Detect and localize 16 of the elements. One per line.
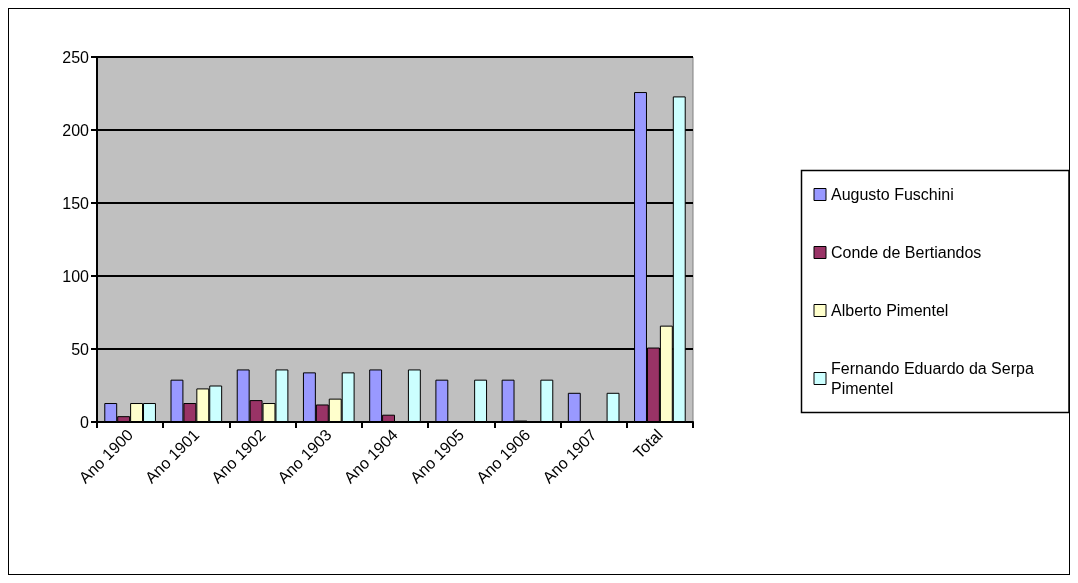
y-tick-label: 100 — [62, 267, 90, 285]
bar — [407, 369, 421, 422]
bar — [567, 392, 581, 422]
legend-label: Fernando Eduardo da Serpa Pimentel — [831, 360, 1039, 397]
bar — [435, 379, 449, 422]
legend-label: Augusto Fuschini — [831, 186, 954, 203]
bar — [606, 392, 620, 422]
legend-label: Alberto Pimentel — [831, 302, 949, 319]
y-tick-label: 150 — [62, 194, 90, 212]
y-tick-label: 0 — [80, 413, 90, 431]
bar — [474, 379, 488, 422]
y-tick-label: 250 — [62, 48, 90, 66]
y-tick-label: 200 — [62, 121, 90, 139]
y-tick-label: 50 — [71, 340, 90, 358]
bar — [540, 379, 554, 422]
legend-label: Conde de Bertiandos — [831, 244, 982, 261]
